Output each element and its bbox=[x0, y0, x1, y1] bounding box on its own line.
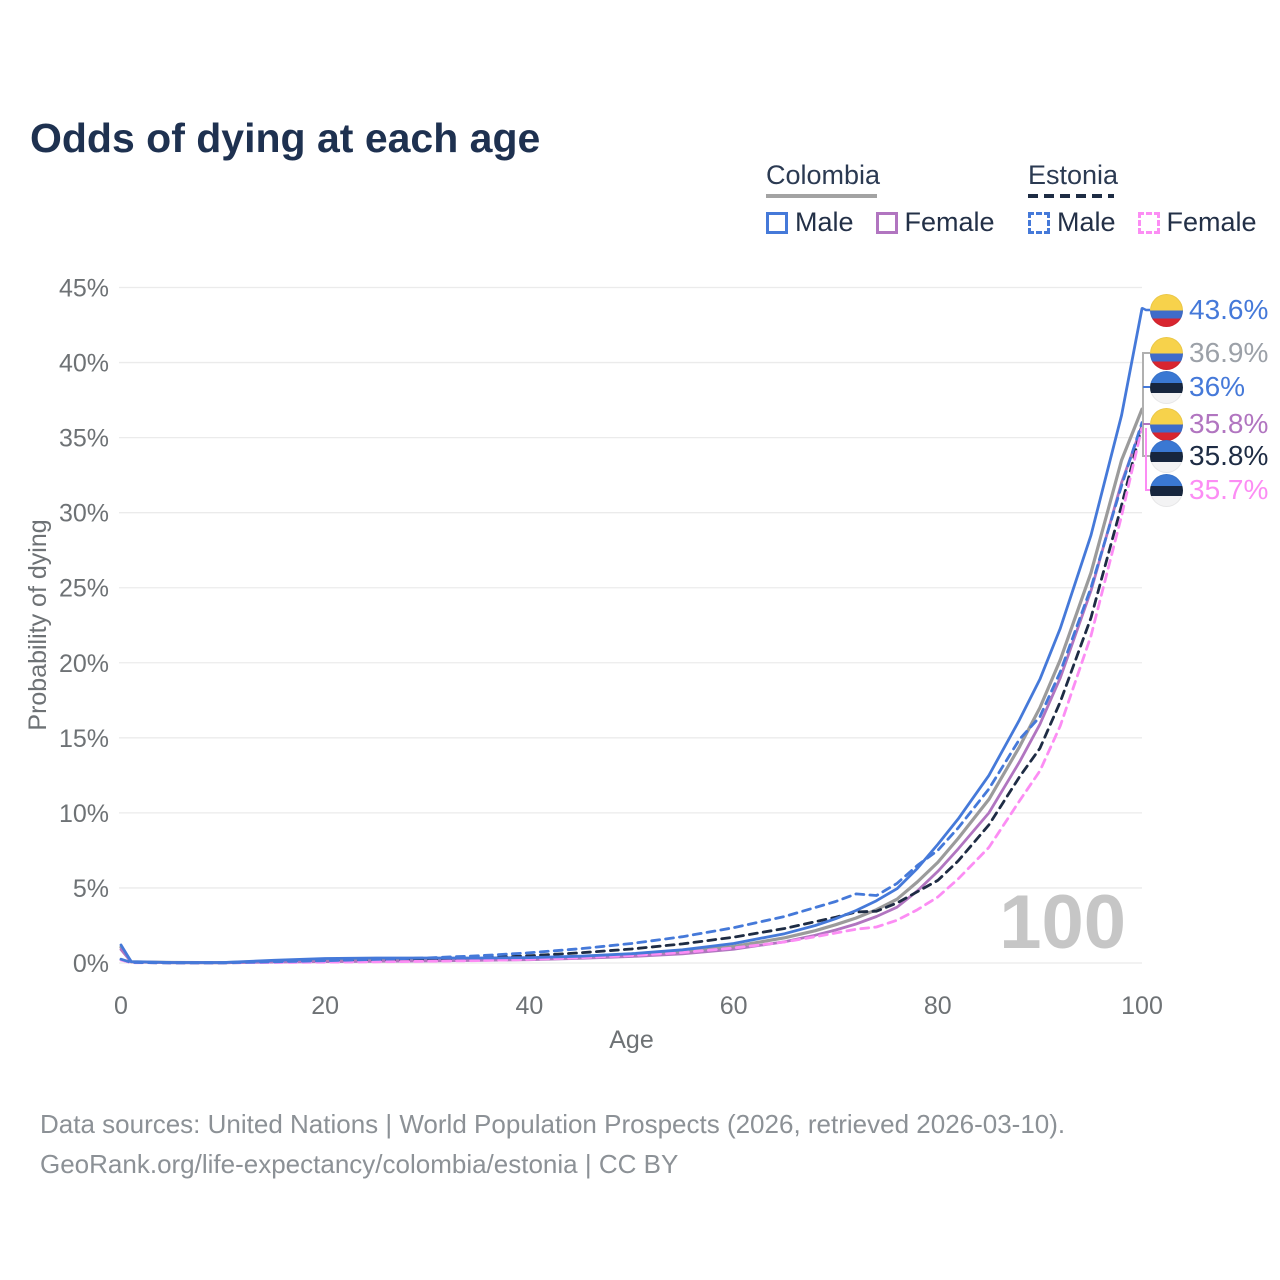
legend-item-estonia-male[interactable]: Male bbox=[1028, 207, 1116, 238]
legend-group-estonia: Estonia Male Female bbox=[1028, 160, 1257, 238]
y-tick-label: 35% bbox=[59, 425, 109, 453]
y-axis-title: Probability of dying bbox=[24, 519, 52, 730]
legend-group-colombia: Colombia Male Female bbox=[766, 160, 995, 238]
x-tick-label: 40 bbox=[515, 992, 543, 1020]
footer-data-sources: Data sources: United Nations | World Pop… bbox=[40, 1109, 1066, 1139]
legend-label-estonia-female: Female bbox=[1166, 207, 1257, 237]
y-tick-label: 40% bbox=[59, 350, 109, 378]
legend-item-colombia-female[interactable]: Female bbox=[875, 207, 995, 238]
legend-label-colombia-male: Male bbox=[795, 207, 854, 237]
y-tick-label: 0% bbox=[73, 950, 109, 978]
legend-country-estonia: Estonia bbox=[1028, 160, 1119, 190]
x-tick-label: 60 bbox=[720, 992, 748, 1020]
y-tick-label: 10% bbox=[59, 800, 109, 828]
series-line-estonia-female[interactable] bbox=[119, 425, 1144, 965]
y-tick-label: 45% bbox=[59, 275, 109, 303]
legend-label-estonia-male: Male bbox=[1057, 207, 1116, 237]
x-axis-title: Age bbox=[609, 1026, 653, 1054]
y-tick-label: 30% bbox=[59, 500, 109, 528]
legend-item-estonia-female[interactable]: Female bbox=[1137, 207, 1257, 238]
x-tick-label: 0 bbox=[114, 992, 128, 1020]
connector-estonia-female bbox=[1145, 428, 1150, 491]
legend-item-colombia-male[interactable]: Male bbox=[766, 207, 854, 238]
legend-swatch-estonia-male-icon bbox=[1028, 211, 1050, 234]
legend-swatch-colombia-male-icon bbox=[766, 211, 788, 234]
y-tick-label: 5% bbox=[73, 875, 109, 903]
legend-country-colombia: Colombia bbox=[766, 160, 881, 190]
x-tick-label: 100 bbox=[1121, 992, 1163, 1020]
y-tick-label: 15% bbox=[59, 725, 109, 753]
legend-label-colombia-female: Female bbox=[904, 207, 995, 237]
chart-footer: Data sources: United Nations | World Pop… bbox=[40, 1104, 1065, 1184]
series-line-colombia-female[interactable] bbox=[119, 424, 1144, 965]
page-title: Odds of dying at each age bbox=[30, 115, 541, 162]
x-tick-label: 80 bbox=[924, 992, 952, 1020]
series-line-estonia-all[interactable] bbox=[119, 424, 1144, 965]
legend-underline-estonia bbox=[1028, 194, 1114, 198]
series-line-estonia-male[interactable] bbox=[119, 421, 1144, 965]
legend-swatch-estonia-female-icon bbox=[1137, 211, 1160, 234]
age-watermark: 100 bbox=[999, 880, 1126, 965]
y-tick-label: 20% bbox=[59, 650, 109, 678]
connector-colombia-male bbox=[1141, 306, 1150, 312]
legend-swatch-colombia-female-icon bbox=[875, 211, 898, 234]
y-tick-label: 25% bbox=[59, 575, 109, 603]
series-line-colombia-all[interactable] bbox=[119, 407, 1144, 965]
series-line-colombia-male[interactable] bbox=[119, 307, 1144, 964]
x-tick-label: 20 bbox=[311, 992, 339, 1020]
footer-attribution: GeoRank.org/life-expectancy/colombia/est… bbox=[40, 1149, 679, 1179]
legend-underline-colombia bbox=[766, 194, 877, 198]
